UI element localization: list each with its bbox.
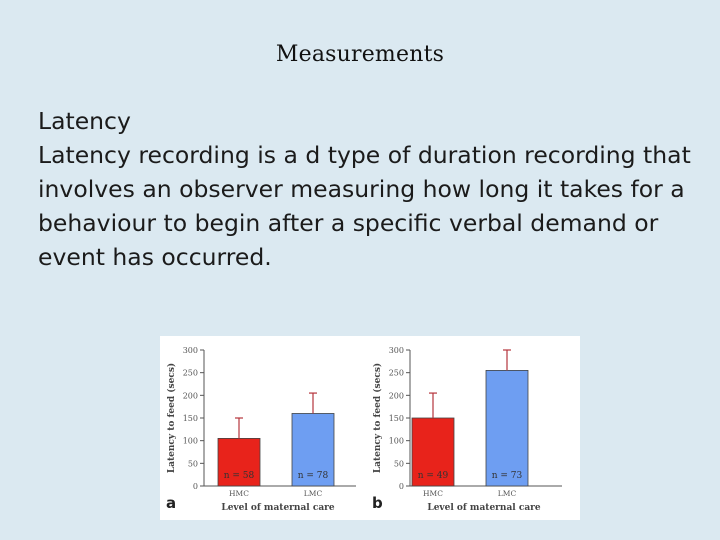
bar-hmc — [217, 438, 261, 487]
y-tick-label: 150 — [183, 414, 198, 423]
y-tick-label: 150 — [389, 414, 404, 423]
y-tick-label: 100 — [389, 437, 404, 446]
x-axis-label: Level of maternal care — [427, 503, 541, 513]
n-label: n = 78 — [298, 471, 329, 481]
charts-figure: 0 50 100 150 200 250 300 Latency to feed (secs)… — [166, 346, 562, 513]
panel-label: a — [166, 494, 176, 512]
y-axis-label: Latency to feed (secs) — [166, 363, 177, 473]
y-tick-label: 50 — [188, 459, 198, 468]
y-axis-label: Latency to feed (secs) — [372, 363, 383, 473]
bar-lmc — [291, 413, 335, 487]
section-heading: Latency — [38, 107, 131, 135]
category-label: LMC — [498, 489, 517, 498]
y-tick-label: 300 — [183, 346, 198, 355]
category-label: HMC — [423, 489, 443, 498]
category-label: LMC — [304, 489, 323, 498]
y-tick-label: 0 — [193, 482, 198, 491]
n-label: n = 73 — [492, 471, 523, 481]
figure: 0 50 100 150 200 250 300 Latency to feed (secs)… — [160, 336, 580, 520]
slide-body: Latency Latency recording is a d type of… — [38, 104, 698, 274]
x-axis-label: Level of maternal care — [221, 503, 335, 513]
y-tick-label: 200 — [389, 391, 404, 400]
y-tick-label: 250 — [389, 369, 404, 378]
y-tick-label: 300 — [389, 346, 404, 355]
bar-lmc — [485, 370, 529, 487]
y-tick-label: 0 — [399, 482, 404, 491]
n-label: n = 49 — [418, 471, 449, 481]
body-paragraph: Latency recording is a d type of duratio… — [38, 141, 691, 271]
y-tick-label: 100 — [183, 437, 198, 446]
category-label: HMC — [229, 489, 249, 498]
y-tick-label: 250 — [183, 369, 198, 378]
slide-title: Measurements — [275, 42, 445, 67]
y-tick-label: 50 — [394, 459, 404, 468]
n-label: n = 58 — [224, 471, 255, 481]
bar-hmc — [411, 417, 455, 487]
panel-label: b — [372, 494, 383, 512]
y-tick-label: 200 — [183, 391, 198, 400]
